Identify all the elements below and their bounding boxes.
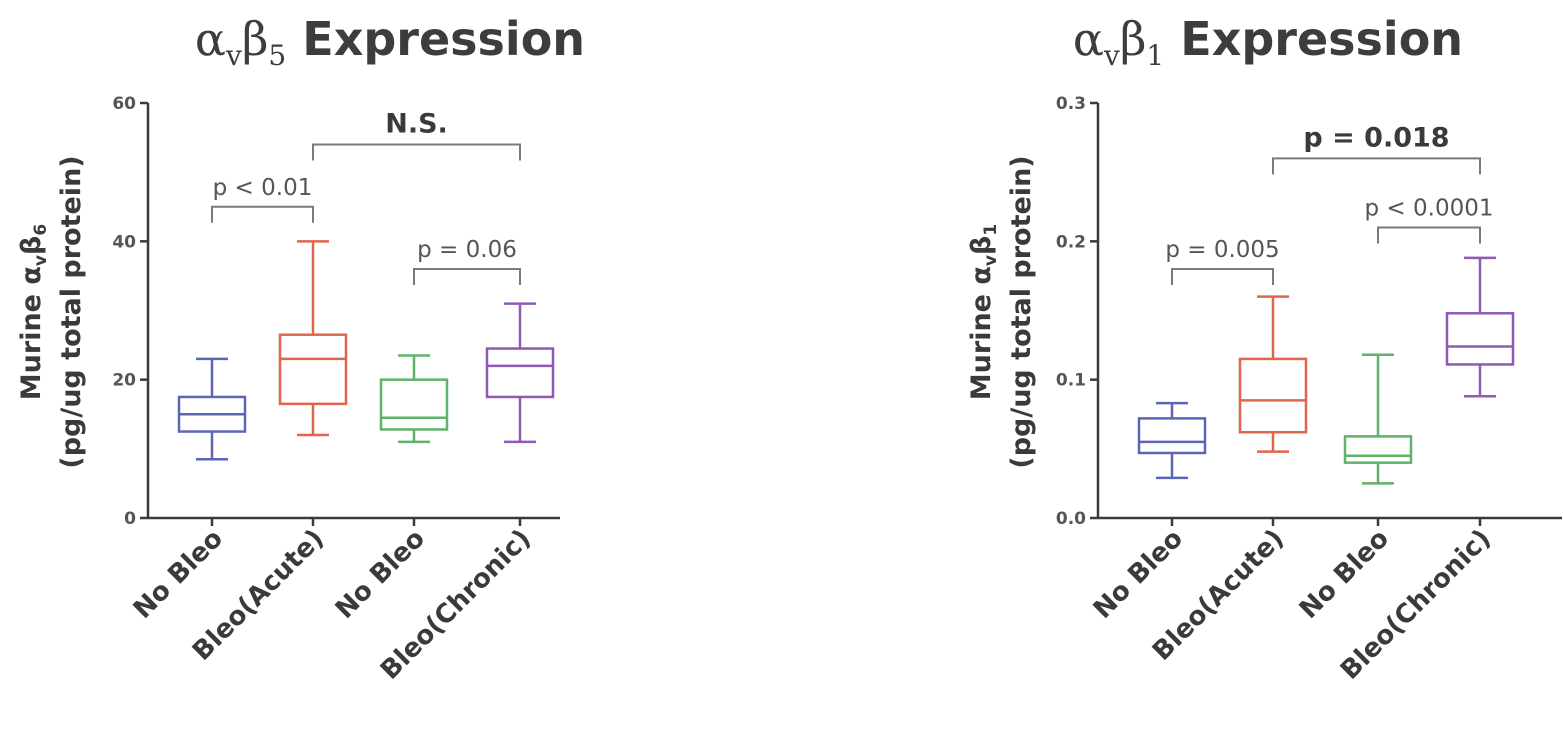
box-2	[1343, 353, 1413, 485]
y-tick-label: 0	[124, 509, 136, 529]
x-category-label: No Bleo	[330, 524, 431, 625]
y-axis-label-units: (pg/ug total protein)	[1006, 155, 1037, 468]
chart-panel-avb5: αvβ5 Expression Murine αvβ6 (pg/ug total…	[16, 12, 585, 686]
y-tick-label: 0.0	[1056, 509, 1086, 529]
y-axis-label: Murine αvβ6	[16, 224, 51, 400]
significance-bracket	[1377, 226, 1481, 244]
significance-bracket	[312, 143, 521, 161]
x-category-label: No Bleo	[1088, 524, 1189, 625]
box-3	[485, 302, 555, 444]
y-tick-label: 0.1	[1056, 371, 1086, 391]
box-iqr	[278, 333, 348, 406]
box-0	[177, 357, 247, 461]
box-iqr	[1238, 357, 1308, 434]
significance-label: p = 0.005	[1165, 237, 1279, 263]
chart-panel-avb1: αvβ1 Expression Murine αvβ1 (pg/ug total…	[966, 12, 1562, 686]
box-1	[278, 240, 348, 437]
significance-label: p < 0.01	[213, 175, 313, 201]
box-iqr	[379, 378, 449, 431]
box-iqr	[1445, 312, 1515, 366]
significance-label: p = 0.018	[1303, 122, 1449, 153]
significance-bracket	[413, 268, 521, 285]
x-category-label: No Bleo	[128, 524, 229, 625]
significance-bracket	[1272, 157, 1481, 175]
y-tick-label: 40	[112, 232, 136, 252]
y-tick-label: 0.3	[1056, 94, 1086, 114]
significance-label: p < 0.0001	[1365, 196, 1494, 222]
box-1	[1238, 295, 1308, 453]
y-axis-label-units: (pg/ug total protein)	[56, 155, 87, 468]
y-axis-label: Murine αvβ1	[966, 224, 1001, 400]
y-tick-label: 60	[112, 94, 136, 114]
box-iqr	[1137, 417, 1207, 455]
box-iqr	[485, 347, 555, 399]
x-category-label: No Bleo	[1294, 524, 1395, 625]
box-3	[1445, 256, 1515, 398]
significance-bracket	[1171, 268, 1274, 285]
significance-label: p = 0.06	[417, 237, 517, 263]
chart-title: αvβ5 Expression	[195, 12, 585, 72]
y-tick-label: 0.2	[1056, 232, 1086, 252]
significance-label: N.S.	[385, 109, 448, 140]
box-2	[379, 354, 449, 444]
y-tick-label: 20	[112, 371, 136, 391]
chart-title: αvβ1 Expression	[1073, 12, 1463, 72]
significance-bracket	[211, 205, 314, 223]
box-0	[1137, 401, 1207, 480]
box-iqr	[1343, 435, 1413, 464]
